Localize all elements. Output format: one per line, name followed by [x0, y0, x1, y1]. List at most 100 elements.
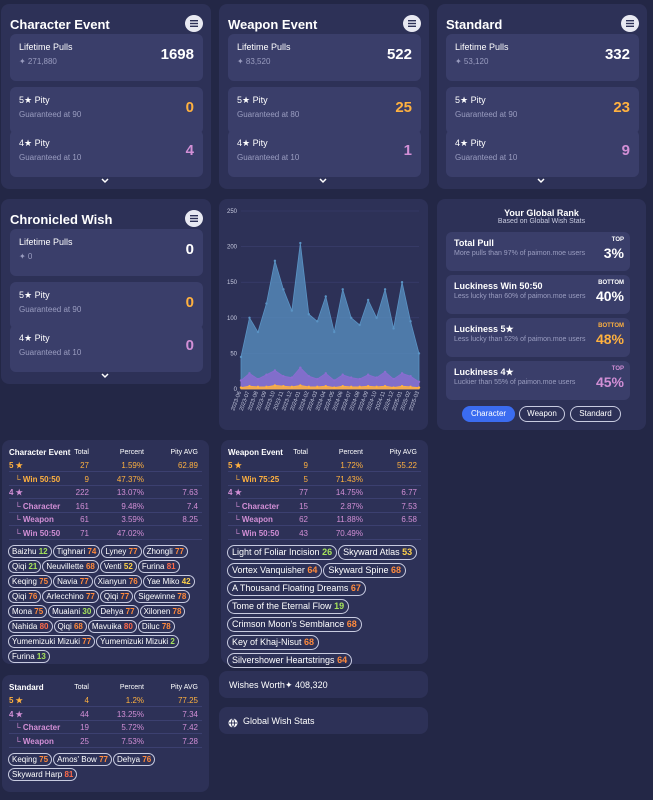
data-point[interactable] — [409, 320, 412, 323]
expand-chevron-icon[interactable] — [318, 172, 330, 184]
item-chip[interactable]: Neuvillette 68 — [42, 560, 99, 573]
item-chip[interactable]: Furina 81 — [137, 560, 180, 573]
item-chip[interactable]: Keqing 75 — [8, 575, 53, 588]
data-point[interactable] — [392, 327, 395, 330]
data-point[interactable] — [282, 384, 285, 388]
data-point[interactable] — [248, 316, 251, 319]
item-chip[interactable]: Skyward Atlas 53 — [338, 545, 418, 560]
item-chip[interactable]: Dehya 77 — [96, 605, 139, 618]
data-point[interactable] — [282, 288, 285, 291]
data-point[interactable] — [324, 384, 327, 388]
data-point[interactable] — [375, 316, 378, 319]
character-event-menu-button[interactable] — [185, 15, 203, 32]
data-point[interactable] — [333, 330, 336, 334]
data-point[interactable] — [290, 385, 294, 389]
data-point[interactable] — [307, 374, 311, 378]
rank-tab-character[interactable]: Character — [462, 406, 515, 422]
expand-chevron-icon[interactable] — [100, 367, 112, 379]
item-chip[interactable]: Qiqi 76 — [8, 590, 42, 603]
data-point[interactable] — [282, 374, 285, 378]
data-point[interactable] — [417, 380, 421, 384]
data-point[interactable] — [239, 355, 243, 359]
item-chip[interactable]: Tome of the Eternal Flow 19 — [227, 599, 350, 614]
data-point[interactable] — [239, 379, 243, 382]
item-chip[interactable]: Xianyun 76 — [93, 575, 142, 588]
item-chip[interactable]: Dehya 76 — [112, 753, 156, 766]
item-chip[interactable]: Qiqi 21 — [8, 560, 42, 573]
item-chip[interactable]: Vortex Vanquisher 64 — [227, 563, 323, 578]
data-point[interactable] — [392, 386, 395, 389]
item-chip[interactable]: Yumemizuki Mizuki 77 — [8, 635, 96, 648]
data-point[interactable] — [341, 288, 344, 291]
data-point[interactable] — [316, 320, 319, 323]
data-point[interactable] — [307, 385, 311, 389]
item-chip[interactable]: Lyney 77 — [101, 545, 142, 558]
item-chip[interactable]: Sigewinne 78 — [134, 590, 191, 603]
data-point[interactable] — [273, 259, 277, 263]
item-chip[interactable]: Navia 77 — [53, 575, 93, 588]
item-chip[interactable]: Mona 75 — [8, 605, 48, 618]
data-point[interactable] — [316, 377, 319, 381]
data-point[interactable] — [383, 384, 387, 388]
data-point[interactable] — [341, 373, 344, 376]
data-point[interactable] — [265, 373, 268, 376]
data-point[interactable] — [400, 281, 404, 284]
data-point[interactable] — [256, 385, 260, 389]
data-point[interactable] — [366, 298, 370, 302]
data-point[interactable] — [349, 316, 353, 319]
item-chip[interactable]: Skyward Harp 81 — [8, 768, 78, 781]
expand-chevron-icon[interactable] — [100, 172, 112, 184]
data-point[interactable] — [299, 241, 302, 245]
item-chip[interactable]: Xilonen 78 — [139, 605, 186, 618]
item-chip[interactable]: Amos' Bow 77 — [53, 753, 112, 766]
data-point[interactable] — [400, 384, 404, 388]
data-point[interactable] — [358, 323, 361, 327]
rank-tab-standard[interactable]: Standard — [570, 406, 621, 422]
data-point[interactable] — [383, 288, 387, 291]
data-point[interactable] — [265, 385, 268, 389]
data-point[interactable] — [375, 376, 378, 379]
item-chip[interactable]: Keqing 75 — [8, 753, 53, 766]
data-point[interactable] — [358, 385, 361, 389]
item-chip[interactable]: Diluc 78 — [137, 620, 175, 633]
data-point[interactable] — [265, 302, 268, 305]
data-point[interactable] — [273, 384, 277, 387]
data-point[interactable] — [290, 376, 294, 379]
item-chip[interactable]: Qiqi 77 — [99, 590, 134, 603]
data-point[interactable] — [333, 379, 336, 382]
item-chip[interactable]: Qiqi 68 — [53, 620, 87, 633]
data-point[interactable] — [256, 330, 260, 334]
data-point[interactable] — [248, 372, 251, 375]
item-chip[interactable]: Mavuika 80 — [87, 620, 137, 633]
data-point[interactable] — [324, 372, 327, 375]
item-chip[interactable]: Key of Khaj-Nisut 68 — [227, 635, 320, 650]
data-point[interactable] — [239, 386, 243, 389]
data-point[interactable] — [392, 377, 395, 381]
item-chip[interactable]: Arlecchino 77 — [42, 590, 99, 603]
data-point[interactable] — [417, 386, 421, 389]
data-point[interactable] — [273, 369, 277, 372]
data-point[interactable] — [256, 377, 260, 381]
data-point[interactable] — [400, 372, 404, 375]
item-chip[interactable]: Zhongli 77 — [142, 545, 188, 558]
item-chip[interactable]: Yumemizuki Mizuki 2 — [96, 635, 179, 648]
data-point[interactable] — [341, 384, 344, 388]
data-point[interactable] — [333, 386, 336, 389]
standard-menu-button[interactable] — [621, 15, 639, 32]
data-point[interactable] — [324, 295, 327, 298]
global-wish-stats-link[interactable]: Global Wish Stats — [219, 707, 428, 734]
item-chip[interactable]: Skyward Spine 68 — [323, 563, 406, 578]
item-chip[interactable]: Silvershower Heartstrings 64 — [227, 653, 353, 668]
item-chip[interactable]: Crimson Moon's Semblance 68 — [227, 617, 362, 632]
data-point[interactable] — [358, 377, 361, 381]
data-point[interactable] — [366, 384, 370, 388]
data-point[interactable] — [299, 384, 302, 387]
data-point[interactable] — [290, 309, 294, 312]
data-point[interactable] — [383, 370, 387, 374]
data-point[interactable] — [375, 385, 378, 389]
data-point[interactable] — [307, 313, 311, 316]
item-chip[interactable]: Mualani 30 — [48, 605, 96, 618]
expand-chevron-icon[interactable] — [536, 172, 548, 184]
weapon-event-menu-button[interactable] — [403, 15, 421, 32]
item-chip[interactable]: Baizhu 12 — [8, 545, 52, 558]
